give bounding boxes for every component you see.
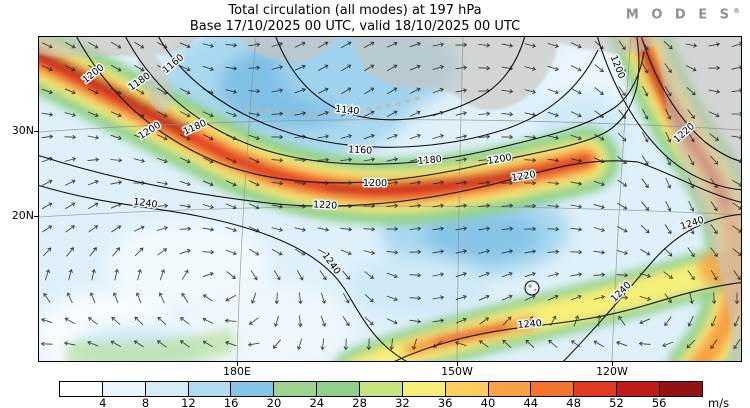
contour-label: 1200 [487,152,513,167]
colorbar-cell [273,382,317,396]
colorbar-tick-label: 56 [651,396,667,408]
landmass-alaska [349,36,558,110]
contour-label: 1160 [348,144,373,156]
colorbar-tick-label: 8 [141,396,150,408]
contour-label: 1220 [313,199,338,211]
contour-line [391,281,742,362]
lon-label-150w: 150W [441,365,473,378]
colorbar-cell [659,382,702,396]
colorbar-tick-label: 40 [480,396,496,408]
lon-tick [237,362,238,366]
colorbar-tick-label: 28 [352,396,367,408]
contour-label: 1200 [363,178,387,189]
contour-closed-loop [524,280,540,296]
contour-line [38,184,409,362]
circulation-contours [38,36,742,362]
lat-label-30n: 30N [11,124,34,137]
contour-line [124,36,645,165]
colorbar-cell [359,382,402,396]
lon-tick [457,362,458,366]
colorbar-cell [530,382,574,396]
colorbar-cell [144,382,188,396]
colorbar-tick-label: 12 [181,396,196,408]
colorbar-cell [187,382,231,396]
colorbar-cell [230,382,274,396]
landmass-yukon [546,36,666,53]
lon-label-180e: 180E [223,365,251,378]
colorbar-tick-label: 48 [566,396,581,408]
colorbar-cell [616,382,660,396]
colorbar-tick-label: 20 [266,396,282,408]
registered-mark: ® [733,7,740,15]
hawaii-island-dot [528,284,532,288]
hawaii-island-dot [533,288,537,292]
colorbar-cell [573,382,617,396]
colorbar-tick-label: 36 [437,396,453,408]
chart-subtitle: Base 17/10/2025 00 UTC, valid 18/10/2025… [189,19,521,34]
colorbar-tick-label: 44 [523,396,539,408]
colorbar-tick-label: 16 [223,396,239,408]
contour-line [562,213,742,362]
modes-logo-text: M O D E S [625,7,733,23]
colorbar-tick-label: 52 [609,396,624,408]
colorbar-cell [101,382,145,396]
colorbar-ticks: 4 8 12 16 20 24 28 32 36 40 44 48 52 56 [60,396,702,408]
colorbar [59,381,703,397]
landmass-chukotka [236,36,338,63]
contour-line [274,36,526,121]
lat-label-20n: 20N [11,209,34,222]
landmass-kamchatka [132,36,173,113]
lat-tick [34,216,38,217]
chart-title: Total circulation (all modes) at 197 hPa [228,3,482,18]
contour-label: 1180 [417,154,442,167]
contour-label: 1140 [335,104,360,117]
wind-vector-arrows [40,40,742,351]
aleutian-islands [246,96,420,116]
lat-tick [34,131,38,132]
colorbar-tick-label: 4 [99,396,107,408]
contour-line [75,36,640,184]
modes-logo: M O D E S® [626,7,740,22]
lon-tick [612,362,613,366]
colorbar-tick-label: 24 [309,396,325,408]
contour-label: 1240 [517,318,542,331]
landmass-north-america [656,36,742,362]
colorbar-cell [401,382,445,396]
contour-label: 1240 [133,196,158,210]
contour-line [596,36,742,191]
colorbar-unit: m/s [708,396,730,408]
colorbar-tick-label: 32 [395,396,410,408]
colorbar-cell [316,382,360,396]
contour-line [38,154,742,207]
map-frame [38,36,742,362]
contour-label: 1220 [511,169,537,184]
colorbar-cell [60,382,102,396]
colorbar-cell [487,382,531,396]
colorbar-cell [444,382,488,396]
lon-label-120w: 120W [596,365,628,378]
